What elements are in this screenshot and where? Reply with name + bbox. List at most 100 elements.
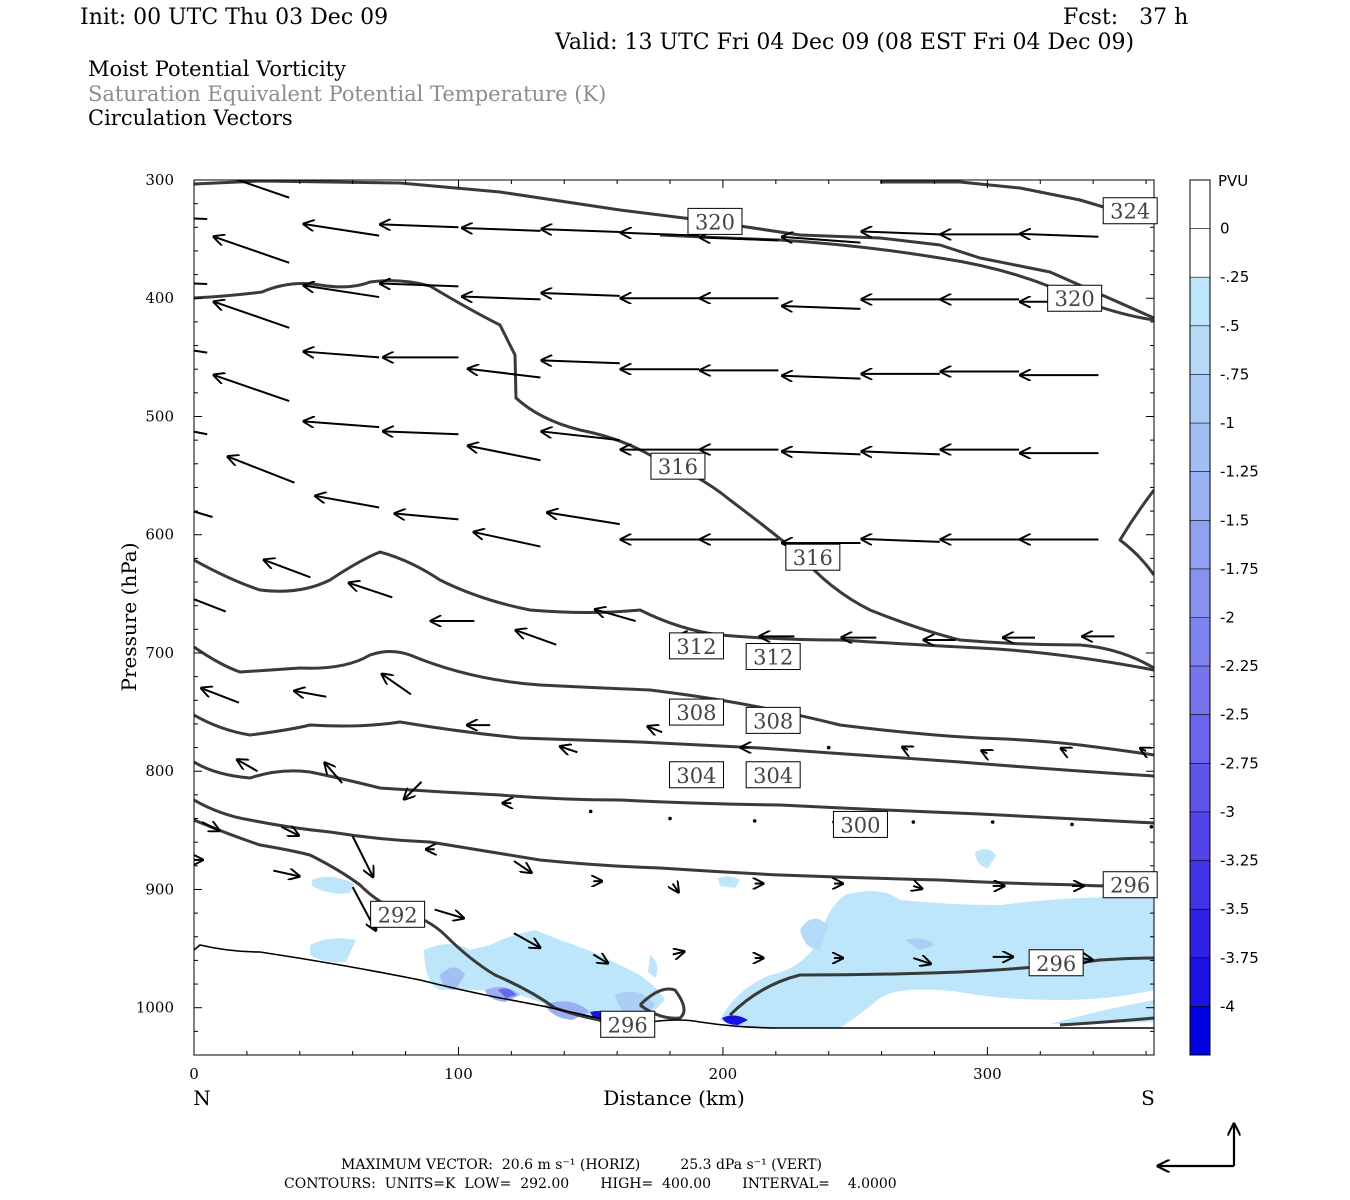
svg-text:292: 292 bbox=[378, 903, 418, 927]
terrain-surface bbox=[193, 944, 1154, 1029]
pv-region-medium bbox=[905, 938, 935, 950]
circulation-vector bbox=[294, 691, 327, 697]
contour-label: 316 bbox=[785, 543, 841, 571]
pv-region-medium bbox=[800, 918, 828, 950]
legend-level-label: -3.25 bbox=[1220, 852, 1259, 870]
forecast-hour: Fcst: 37 h bbox=[1063, 5, 1189, 30]
plot-frame bbox=[193, 179, 1155, 1056]
legend-level-label: -.75 bbox=[1220, 365, 1249, 383]
legend-swatch bbox=[1190, 228, 1210, 278]
y-tick-label: 800 bbox=[145, 762, 174, 780]
x-tick-label: 0 bbox=[189, 1065, 199, 1083]
legend-swatch bbox=[1190, 909, 1210, 959]
circulation-vector bbox=[826, 745, 831, 750]
contour-296-low bbox=[1059, 1016, 1154, 1027]
circulation-vector bbox=[673, 952, 685, 955]
circulation-vector bbox=[1020, 234, 1099, 237]
circulation-vector bbox=[214, 302, 290, 329]
legend-swatch bbox=[1190, 520, 1210, 570]
legend-swatch bbox=[1190, 617, 1210, 667]
circulation-vector bbox=[194, 349, 208, 354]
x-axis-label: Distance (km) bbox=[603, 1086, 745, 1110]
legend-swatch bbox=[1190, 180, 1210, 230]
legend-swatch bbox=[1190, 763, 1210, 813]
circulation-vector bbox=[1061, 748, 1067, 751]
circulation-vector bbox=[595, 609, 636, 623]
circulation-vector bbox=[380, 224, 459, 227]
circulation-vector bbox=[861, 231, 940, 234]
legend-swatch bbox=[1190, 471, 1210, 521]
valid-time: Valid: 13 UTC Fri 04 Dec 09 (08 EST Fri … bbox=[555, 30, 1135, 55]
legend-level-label: -3.75 bbox=[1220, 949, 1259, 967]
contour-296 bbox=[194, 798, 1154, 888]
circulation-vector bbox=[201, 688, 240, 704]
svg-text:324: 324 bbox=[1110, 200, 1150, 224]
circulation-vector bbox=[304, 285, 380, 299]
legend-level-label: -2.25 bbox=[1220, 657, 1259, 675]
legend-level-label: -1.75 bbox=[1220, 560, 1259, 578]
circulation-vector bbox=[474, 532, 541, 548]
circulation-vector bbox=[782, 237, 861, 244]
legend-level-label: -1.5 bbox=[1220, 511, 1249, 529]
legend-swatch bbox=[1190, 957, 1210, 1007]
axis-ticks: 0 100 200 300 300 400 500 600 700 800 900 1000 bbox=[136, 171, 1154, 1083]
circulation-vector bbox=[621, 233, 700, 236]
pv-region-light bbox=[310, 938, 356, 963]
circulation-vector bbox=[513, 860, 531, 873]
y-tick-label: 700 bbox=[145, 644, 174, 662]
svg-text:316: 316 bbox=[658, 455, 698, 479]
legend-swatch bbox=[1190, 714, 1210, 764]
contour-label: 312 bbox=[745, 643, 801, 671]
contour-320 bbox=[194, 279, 1154, 670]
circulation-vector bbox=[592, 954, 608, 963]
contour-312 bbox=[194, 550, 1154, 672]
contour-label: 296 bbox=[1102, 871, 1158, 899]
contour-label: 316 bbox=[650, 452, 706, 480]
circulation-vector bbox=[990, 820, 995, 824]
circulation-vector bbox=[462, 297, 541, 300]
contour-label: 296 bbox=[1028, 949, 1084, 977]
legend-level-label: -3 bbox=[1220, 803, 1235, 821]
circulation-vector bbox=[462, 228, 541, 231]
legend-level-label: -2.5 bbox=[1220, 706, 1249, 724]
circulation-vector bbox=[700, 237, 779, 240]
svg-text:320: 320 bbox=[695, 210, 735, 234]
circulation-vector bbox=[513, 932, 540, 948]
pv-region-strong bbox=[498, 988, 516, 998]
circulation-vector bbox=[673, 884, 679, 893]
contour-labels: 320 324 320 316 316 312 312 308 308 304 304 300 296 2… bbox=[370, 197, 1158, 1038]
pv-region-strong bbox=[722, 1015, 748, 1025]
legend-swatch bbox=[1190, 374, 1210, 424]
circulation-vector bbox=[541, 360, 620, 363]
svg-text:312: 312 bbox=[676, 635, 716, 659]
legend-level-label: 0 bbox=[1220, 220, 1230, 238]
svg-text:296: 296 bbox=[608, 1013, 648, 1037]
svg-text:308: 308 bbox=[753, 709, 793, 733]
svg-text:316: 316 bbox=[793, 546, 833, 570]
y-tick-label: 400 bbox=[145, 289, 174, 307]
legend-level-label: -3.5 bbox=[1220, 900, 1249, 918]
legend-level-label: -2.75 bbox=[1220, 754, 1259, 772]
circulation-vector bbox=[434, 908, 464, 919]
svg-text:312: 312 bbox=[753, 646, 793, 670]
circulation-vector bbox=[194, 430, 208, 436]
contour-304 bbox=[194, 713, 1154, 778]
circulation-vector bbox=[541, 293, 620, 296]
pv-legend: 0 -.25 -.5 -.75 -1 -1.25 -1.5 -1.75 -2 -2.25 -2.5 -… bbox=[1189, 179, 1259, 1056]
circulation-vector bbox=[782, 376, 861, 379]
circulation-vectors bbox=[194, 180, 1154, 964]
contour-label: 304 bbox=[668, 761, 724, 789]
circulation-vector bbox=[194, 282, 208, 286]
legend-title: PVU bbox=[1218, 172, 1248, 190]
circulation-vector bbox=[214, 375, 290, 403]
x-end-label-left: N bbox=[193, 1086, 211, 1110]
circulation-vector bbox=[194, 217, 208, 221]
legend-level-label: -1.25 bbox=[1220, 463, 1259, 481]
circulation-vector bbox=[304, 352, 380, 358]
legend-level-label: -4 bbox=[1220, 997, 1235, 1015]
circulation-vector bbox=[911, 820, 916, 824]
circulation-vector bbox=[541, 431, 620, 442]
circulation-vector bbox=[1070, 822, 1074, 827]
svg-text:308: 308 bbox=[676, 701, 716, 725]
contour-label: 312 bbox=[668, 632, 724, 660]
